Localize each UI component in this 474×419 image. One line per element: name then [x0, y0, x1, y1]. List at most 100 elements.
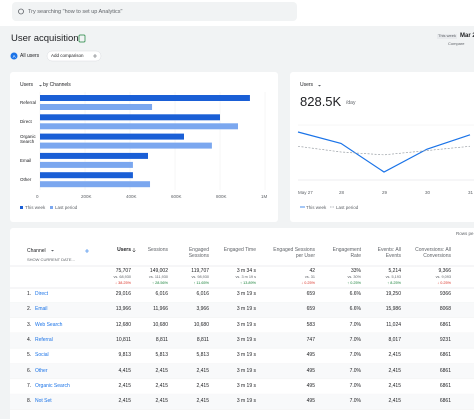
total-compare: vs. 9,093	[435, 274, 451, 279]
column-header: Engaged Sessions	[188, 247, 209, 259]
channel-link: Web Search	[35, 321, 63, 328]
bar	[40, 161, 133, 168]
row-bg	[10, 332, 474, 349]
column-header: Conversions: All Conversions	[415, 247, 451, 259]
cell: 3,966	[196, 306, 209, 313]
bar	[40, 133, 184, 140]
cell: 2,415	[388, 382, 401, 389]
cell: 2,415	[155, 367, 168, 374]
cell: 13,966	[115, 306, 131, 313]
category-label: Direct	[20, 119, 32, 125]
cell: 495	[306, 398, 315, 405]
line-series	[297, 145, 471, 156]
total-compare: vs. 98,930	[191, 274, 209, 279]
cell: 6861	[439, 382, 451, 389]
total-value: 9,366	[438, 268, 451, 274]
page-title: User acquisition	[11, 33, 79, 44]
total-change: ↑ 11.65%	[193, 281, 209, 285]
bar	[40, 142, 212, 149]
cell: 8,811	[155, 336, 168, 343]
cell: 2,415	[196, 367, 209, 374]
category-label: Other	[20, 177, 32, 183]
x-tick-label: 30	[425, 190, 431, 195]
cell: 495	[306, 382, 315, 389]
add-comparison-chip[interactable]	[46, 50, 102, 62]
cell: 9,813	[118, 352, 131, 359]
search-box[interactable]	[12, 2, 297, 21]
total-compare: vs. 30%	[347, 274, 361, 279]
channel-link: Organic Search	[35, 382, 70, 389]
cell: 10,680	[152, 321, 168, 328]
x-tick-label: 400K	[126, 194, 137, 199]
line-series	[297, 131, 471, 173]
category-label: Organic Search	[20, 133, 36, 144]
total-value: 42	[309, 268, 315, 274]
total-change: ↑ 13.89%	[240, 281, 256, 285]
row-bg	[10, 363, 474, 379]
bar	[40, 152, 148, 159]
bar	[40, 114, 220, 121]
headline-unit: /day	[346, 100, 356, 106]
cell: 10,680	[193, 321, 209, 328]
cell: 6,016	[196, 291, 209, 297]
verified-icon	[78, 34, 86, 43]
cell: 2,415	[388, 398, 401, 405]
column-header: Engaged Time	[223, 247, 256, 253]
channel-link: Referral	[35, 336, 53, 343]
cell: 6861	[439, 367, 451, 374]
total-value: 3 m 34 s	[236, 268, 256, 274]
channel-link: Direct	[35, 291, 49, 297]
compare-label: Compare	[448, 41, 465, 46]
total-change: ↓ 38.25%	[115, 281, 131, 285]
total-compare: vs. 68,930	[113, 274, 131, 279]
cell: 9231	[439, 336, 451, 343]
search-icon	[18, 8, 24, 15]
cell: 2,415	[196, 382, 209, 389]
channel-link: Other	[35, 367, 48, 374]
cell: 8068	[439, 306, 451, 313]
legend-swatch	[50, 206, 53, 209]
legend-label: This week	[25, 205, 46, 210]
headline-value: 828.5K	[300, 94, 342, 109]
cell: 6861	[439, 398, 451, 405]
segment: All users	[20, 53, 40, 59]
column-header: Channel	[27, 248, 46, 254]
x-tick-label: 600K	[171, 194, 182, 199]
total-value: 119,707	[191, 268, 209, 274]
row-bg	[10, 394, 474, 410]
cell: 5,813	[196, 352, 209, 359]
plus-icon	[93, 54, 97, 58]
cell: 2,415	[155, 382, 168, 389]
metric-selector: Users	[300, 82, 314, 88]
cell: 3 m 19 s	[236, 367, 256, 374]
add-dimension[interactable]	[85, 249, 89, 253]
cell: 495	[306, 352, 315, 359]
cell: 7.0%	[349, 336, 361, 343]
date: Mar 2	[460, 33, 474, 39]
row-index: 2.	[27, 306, 32, 313]
cell: 3 m 19 s	[236, 336, 256, 343]
legend-label: Last period	[336, 205, 359, 210]
cell: 3 m 19 s	[236, 306, 256, 313]
x-tick-label: 29	[382, 190, 388, 195]
cell: 2,415	[155, 398, 168, 405]
total-change: ↑ 8.25%	[387, 281, 401, 285]
column-header: Engagement Rate	[332, 247, 361, 259]
x-tick-label: 31	[468, 190, 474, 195]
cell: 495	[306, 367, 315, 374]
cell: 11,966	[153, 306, 168, 313]
channel-link: Not Set	[35, 398, 52, 405]
row-index: 7.	[27, 382, 32, 389]
cell: 7.0%	[349, 321, 361, 328]
bar	[40, 172, 133, 179]
chart-subtitle: by Channels	[43, 82, 71, 88]
bar	[40, 104, 153, 110]
rows-per-page: Rows pe	[456, 231, 474, 236]
table-search: SHOW CURRENT DATE...	[27, 257, 75, 262]
cell: 7.0%	[349, 367, 361, 374]
cell: 6861	[439, 321, 451, 328]
total-change: ↑ 28.56%	[152, 281, 168, 285]
cell: 6.6%	[349, 291, 361, 297]
category-label: Email	[20, 157, 32, 163]
